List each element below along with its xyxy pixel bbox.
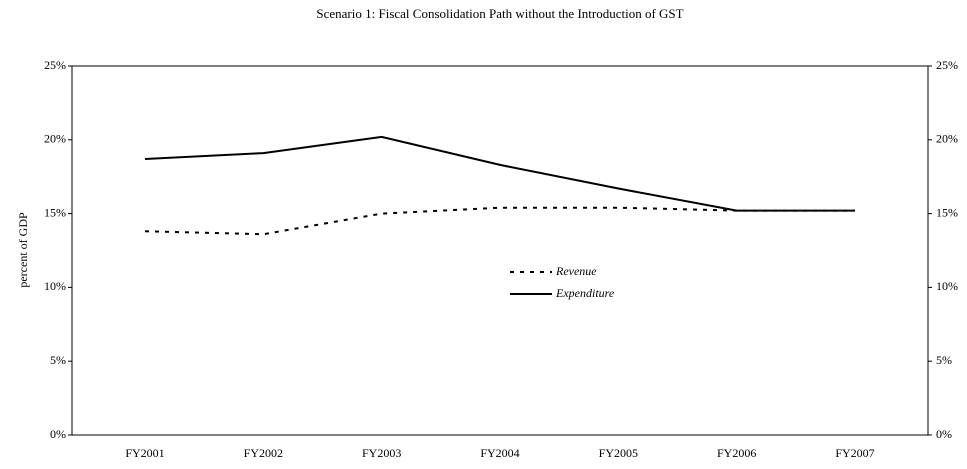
x-tick-label: FY2003	[362, 446, 401, 460]
legend-label: Revenue	[555, 264, 597, 278]
y-tick-label: 25%	[44, 58, 66, 72]
y-tick-label: 15%	[44, 205, 66, 219]
y-tick-label: 20%	[44, 132, 66, 146]
x-tick-label: FY2006	[717, 446, 756, 460]
plot-frame	[71, 65, 929, 436]
x-tick-label: FY2001	[125, 446, 164, 460]
y2-tick-label: 15%	[936, 205, 958, 219]
chart-title: Scenario 1: Fiscal Consolidation Path wi…	[316, 6, 683, 21]
y-tick-label: 5%	[50, 353, 66, 367]
y-tick-label: 10%	[44, 279, 66, 293]
y2-tick-label: 0%	[936, 427, 952, 441]
series-line	[144, 135, 855, 212]
legend-label: Expenditure	[555, 286, 615, 300]
x-tick-label: FY2004	[480, 446, 519, 460]
y2-tick-label: 20%	[936, 132, 958, 146]
x-tick-label: FY2005	[599, 446, 638, 460]
x-tick-label: FY2002	[244, 446, 283, 460]
y2-tick-label: 5%	[936, 353, 952, 367]
y2-tick-label: 25%	[936, 58, 958, 72]
series-line	[144, 206, 855, 236]
y-axis-label: percent of GDP	[16, 212, 30, 288]
x-tick-label: FY2007	[835, 446, 874, 460]
y-tick-label: 0%	[50, 427, 66, 441]
y2-tick-label: 10%	[936, 279, 958, 293]
